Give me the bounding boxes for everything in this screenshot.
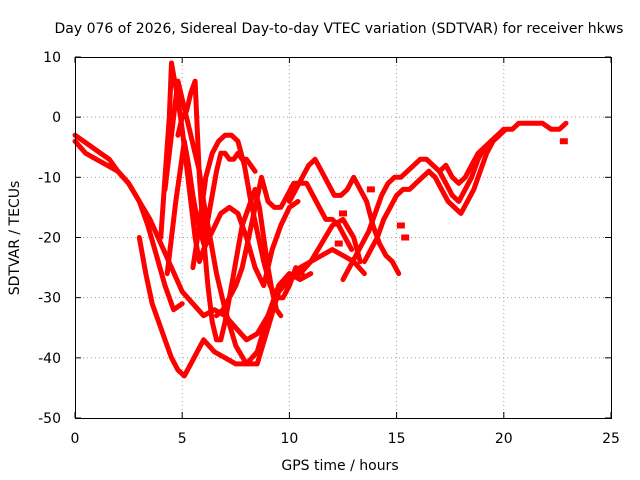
- y-tick-label: -20: [38, 231, 61, 247]
- data-point: [396, 222, 405, 229]
- series-arc-13: [361, 168, 432, 265]
- data-point: [334, 240, 343, 247]
- axis-ticks: [74, 56, 612, 419]
- data-point: [559, 138, 568, 145]
- y-axis-label: SDTVAR / TECUs: [7, 181, 23, 296]
- y-tick-label: -40: [38, 351, 61, 367]
- y-tick-labels: 10 0 -10 -20 -30 -40 -50: [38, 50, 61, 427]
- y-tick-label: -10: [38, 170, 61, 186]
- x-tick-label: 25: [602, 431, 620, 447]
- series-arc-11: [340, 126, 507, 283]
- series-arc-14: [437, 144, 487, 186]
- chart-title: Day 076 of 2026, Sidereal Day-to-day VTE…: [55, 21, 624, 37]
- series-arc-10: [286, 156, 402, 277]
- data-point: [366, 186, 375, 193]
- series-arc-8: [164, 138, 258, 277]
- x-tick-label: 5: [178, 431, 187, 447]
- x-tick-label: 0: [71, 431, 80, 447]
- x-tick-labels: 0 5 10 15 20 25: [71, 431, 620, 447]
- x-tick-label: 20: [495, 431, 513, 447]
- y-tick-label: -30: [38, 291, 61, 307]
- data-series-layer: [72, 60, 569, 379]
- y-tick-label: 0: [52, 110, 61, 126]
- y-tick-label: -50: [38, 411, 61, 427]
- x-tick-label: 10: [280, 431, 298, 447]
- data-point: [401, 234, 410, 241]
- series-arc-4: [162, 78, 363, 367]
- series-arc-9: [214, 174, 355, 319]
- series-arc-12: [426, 120, 569, 216]
- data-point: [339, 210, 347, 217]
- series-arc-7: [190, 132, 305, 301]
- y-tick-label: 10: [43, 50, 61, 66]
- x-tick-label: 15: [388, 431, 406, 447]
- x-axis-label: GPS time / hours: [281, 458, 398, 474]
- series-arc-2: [72, 132, 185, 313]
